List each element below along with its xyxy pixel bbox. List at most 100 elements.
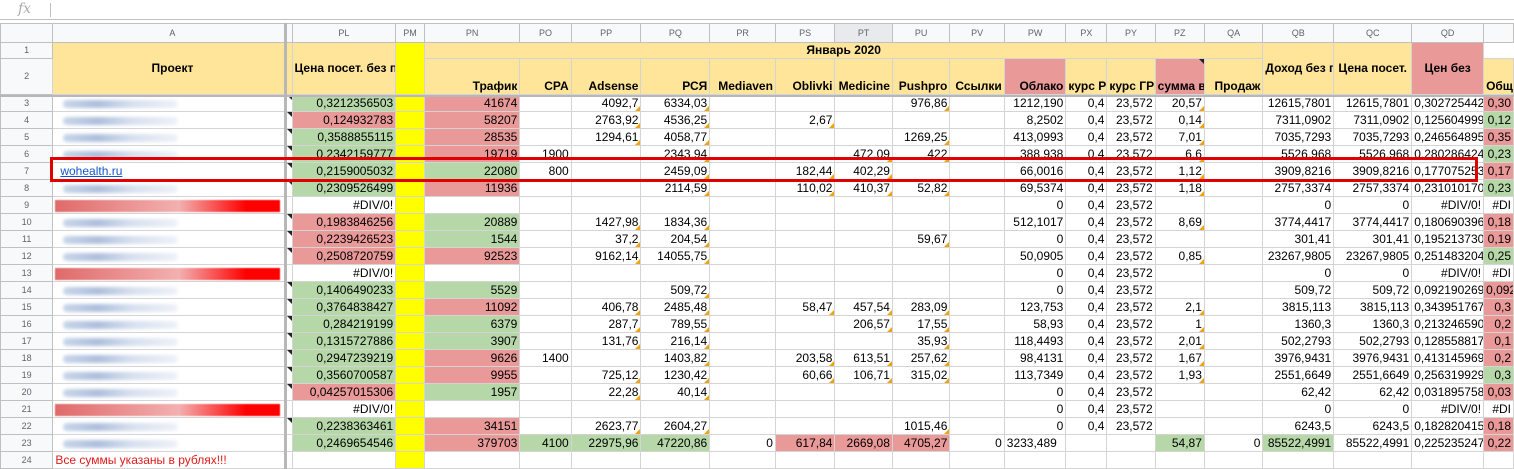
cell-medicine[interactable]: 472,09	[834, 145, 893, 163]
cell-income-no-direct[interactable]: 23267,9805	[1333, 247, 1413, 265]
cell-medicine[interactable]	[834, 332, 893, 350]
cell-medicine[interactable]	[834, 247, 893, 265]
cell-project[interactable]: wohealth.ru	[52, 162, 293, 180]
cell-income-no-direct[interactable]: 502,2793	[1333, 332, 1413, 350]
cell-mediaven[interactable]	[709, 400, 776, 418]
cell-adsense[interactable]: 725,12	[570, 366, 642, 384]
cell-rate-rub[interactable]: 0,4	[1065, 230, 1108, 248]
cell-rsya[interactable]: 509,72	[640, 281, 711, 299]
column-header-next[interactable]	[1483, 23, 1514, 43]
yellow-divider-cell[interactable]	[395, 162, 425, 180]
cell-sum-usd[interactable]: 1	[1154, 315, 1205, 333]
cell-links[interactable]	[949, 145, 1005, 163]
cell-visit-price[interactable]: 0,413145969	[1411, 349, 1485, 367]
cell-adsense[interactable]: 22,28	[570, 383, 642, 401]
cell-sum-usd[interactable]	[1154, 196, 1205, 214]
row-number[interactable]: 21	[0, 400, 54, 418]
cell-rsya[interactable]: 6334,03	[640, 94, 711, 112]
cell-cloud[interactable]: 3233,489	[1003, 434, 1067, 452]
row-number[interactable]: 12	[0, 247, 54, 265]
cell-project[interactable]	[52, 383, 293, 401]
cell-cloud[interactable]: 98,4131	[1003, 349, 1067, 367]
cell-rate-rub[interactable]: 0,4	[1065, 400, 1108, 418]
frozen-column-divider[interactable]	[284, 23, 287, 469]
spreadsheet-grid[interactable]: A PL PM PN PO PP PQ PR PS PT PU PV PW PX…	[0, 23, 1514, 469]
cell-links[interactable]	[949, 213, 1005, 231]
empty-cell[interactable]	[640, 451, 711, 469]
cell-cpa[interactable]	[519, 128, 572, 146]
cell-links[interactable]	[949, 315, 1005, 333]
cell-sum-usd[interactable]	[1154, 417, 1205, 435]
cell-visit-price[interactable]: 0,256319929	[1411, 366, 1485, 384]
cell-price-no-direct[interactable]: 0,2508720759	[291, 247, 397, 265]
cell-sum-usd[interactable]: 1,18	[1154, 179, 1205, 197]
cell-income-no-direct[interactable]: 1360,3	[1333, 315, 1413, 333]
cell-oblivki[interactable]: 617,84	[774, 434, 836, 452]
cell-cpa[interactable]	[519, 247, 572, 265]
cell-traffic[interactable]: 41674	[423, 94, 521, 112]
cell-rate-uah[interactable]: 23,572	[1106, 264, 1156, 282]
cell-mediaven[interactable]	[709, 162, 776, 180]
cell-mediaven[interactable]	[709, 383, 776, 401]
cell-cpa[interactable]	[519, 298, 572, 316]
empty-cell[interactable]	[949, 451, 1005, 469]
cell-price-no-direct[interactable]: 0,3764838427	[291, 298, 397, 316]
cell-sum-usd[interactable]: 0,85	[1154, 247, 1205, 265]
cell-sum-usd[interactable]: 1,12	[1154, 162, 1205, 180]
cell-cloud[interactable]: 50,0905	[1003, 247, 1067, 265]
row-number[interactable]: 5	[0, 128, 54, 146]
cell-cpa[interactable]	[519, 383, 572, 401]
cell-rate-uah[interactable]: 23,572	[1106, 349, 1156, 367]
cell-traffic[interactable]: 1957	[423, 383, 521, 401]
cell-mediaven[interactable]	[709, 196, 776, 214]
row-number[interactable]: 7	[0, 162, 54, 180]
cell-rate-uah[interactable]: 23,572	[1106, 196, 1156, 214]
empty-cell[interactable]	[709, 451, 776, 469]
yellow-divider-cell[interactable]	[395, 281, 425, 299]
cell-rate-rub[interactable]: 0,4	[1065, 264, 1108, 282]
cell-income-no-direct[interactable]: 509,72	[1333, 281, 1413, 299]
cell-rate-uah[interactable]: 23,572	[1106, 281, 1156, 299]
cell-cloud[interactable]: 123,753	[1003, 298, 1067, 316]
cell-links[interactable]	[949, 332, 1005, 350]
cell-oblivki[interactable]	[774, 94, 836, 112]
cell-rsya[interactable]: 1403,82	[640, 349, 711, 367]
cell-visit-price[interactable]: #DIV/0!	[1411, 264, 1485, 282]
cell-medicine[interactable]: 457,54	[834, 298, 893, 316]
cell-visit-price[interactable]: 0,302725442	[1411, 94, 1485, 112]
cell-price-no-direct[interactable]: 0,1406490233	[291, 281, 397, 299]
cell-income-no-direct[interactable]: 2551,6649	[1333, 366, 1413, 384]
cell-rate-rub[interactable]: 0,4	[1065, 179, 1108, 197]
cell-adsense[interactable]: 1427,98	[570, 213, 642, 231]
cell-price-no-direct[interactable]: 0,3560700587	[291, 366, 397, 384]
cell-rate-uah[interactable]: 23,572	[1106, 230, 1156, 248]
cell-pushpro[interactable]	[891, 196, 951, 214]
cell-total[interactable]: 7035,7293	[1262, 128, 1335, 146]
cell-mediaven[interactable]	[709, 349, 776, 367]
empty-cell[interactable]	[519, 451, 572, 469]
cell-rate-rub[interactable]: 0,4	[1065, 366, 1108, 384]
cell-project[interactable]	[52, 213, 293, 231]
cell-oblivki[interactable]	[774, 145, 836, 163]
cell-medicine[interactable]	[834, 196, 893, 214]
yellow-divider-cell[interactable]	[395, 247, 425, 265]
column-header-px[interactable]: PX	[1065, 23, 1108, 43]
cell-price-no-direct[interactable]: 0,2159005032	[291, 162, 397, 180]
cell-oblivki[interactable]	[774, 281, 836, 299]
cell-price-no-direct[interactable]: 0,2342159777	[291, 145, 397, 163]
cell-cpa[interactable]	[519, 281, 572, 299]
yellow-divider-cell[interactable]	[395, 145, 425, 163]
yellow-divider-cell[interactable]	[395, 128, 425, 146]
header-oblivki[interactable]: Oblivki	[774, 58, 836, 95]
empty-cell[interactable]	[1333, 451, 1413, 469]
cell-price-no-direct[interactable]: 0,2947239219	[291, 349, 397, 367]
row-number[interactable]: 17	[0, 332, 54, 350]
row-number[interactable]: 13	[0, 264, 54, 282]
cell-mediaven[interactable]	[709, 111, 776, 129]
cell-rate-rub[interactable]: 0,4	[1065, 349, 1108, 367]
cell-total[interactable]: 7311,0902	[1262, 111, 1335, 129]
cell-pushpro[interactable]: 1269,25	[891, 128, 951, 146]
cell-mediaven[interactable]	[709, 247, 776, 265]
cell-income-no-direct[interactable]: 85522,4991	[1333, 434, 1413, 452]
cell-price-cut[interactable]: #DI	[1483, 196, 1514, 214]
